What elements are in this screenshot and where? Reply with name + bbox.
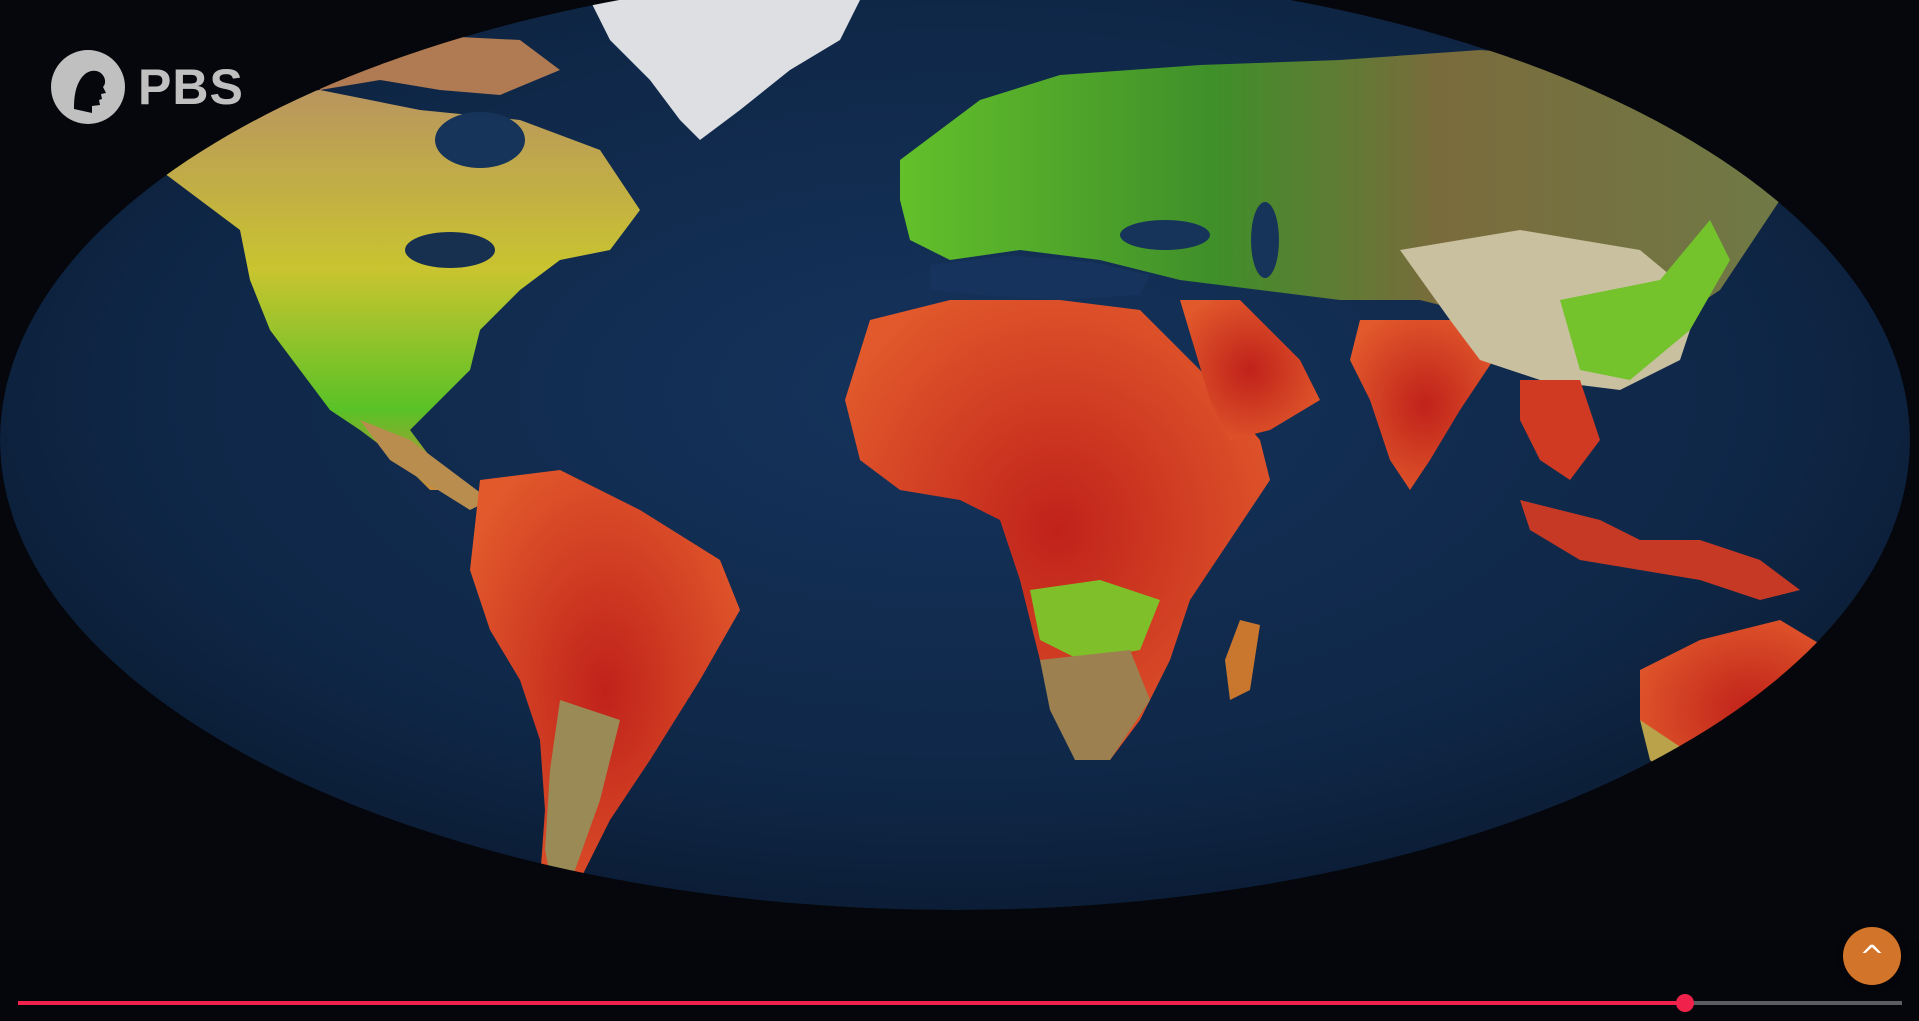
madagascar-landmass (1225, 620, 1260, 700)
scroll-up-button[interactable]: ^ (1843, 927, 1901, 985)
africa-south (1040, 650, 1150, 760)
pbs-logo[interactable]: PBS (48, 47, 244, 127)
bottom-shade (0, 940, 1919, 1021)
pbs-head-logo-icon (51, 50, 125, 124)
india-landmass (1350, 320, 1500, 490)
south-america-south (545, 700, 620, 900)
africa-central-green (1030, 580, 1160, 660)
southeast-asia-landmass (1520, 380, 1600, 480)
caspian-sea (1251, 202, 1279, 278)
africa-landmass (845, 300, 1270, 760)
great-lakes (405, 232, 495, 268)
hudson-bay (435, 112, 525, 168)
mediterranean-sea (930, 255, 1150, 300)
north-america-landmass (150, 90, 640, 490)
arabia-landmass (1180, 300, 1320, 440)
chevron-up-icon: ^ (1859, 940, 1885, 975)
east-asia-green (1560, 220, 1730, 380)
progress-scrubber-handle[interactable] (1676, 994, 1695, 1012)
black-sea (1120, 220, 1210, 250)
indonesia-landmass (1520, 500, 1800, 600)
pbs-logo-text: PBS (138, 59, 244, 115)
greenland-landmass (590, 0, 860, 140)
central-america-landmass (360, 420, 490, 510)
south-america-landmass (470, 470, 740, 910)
video-progress-bar[interactable] (18, 994, 1902, 1012)
progress-played (18, 1001, 1686, 1005)
